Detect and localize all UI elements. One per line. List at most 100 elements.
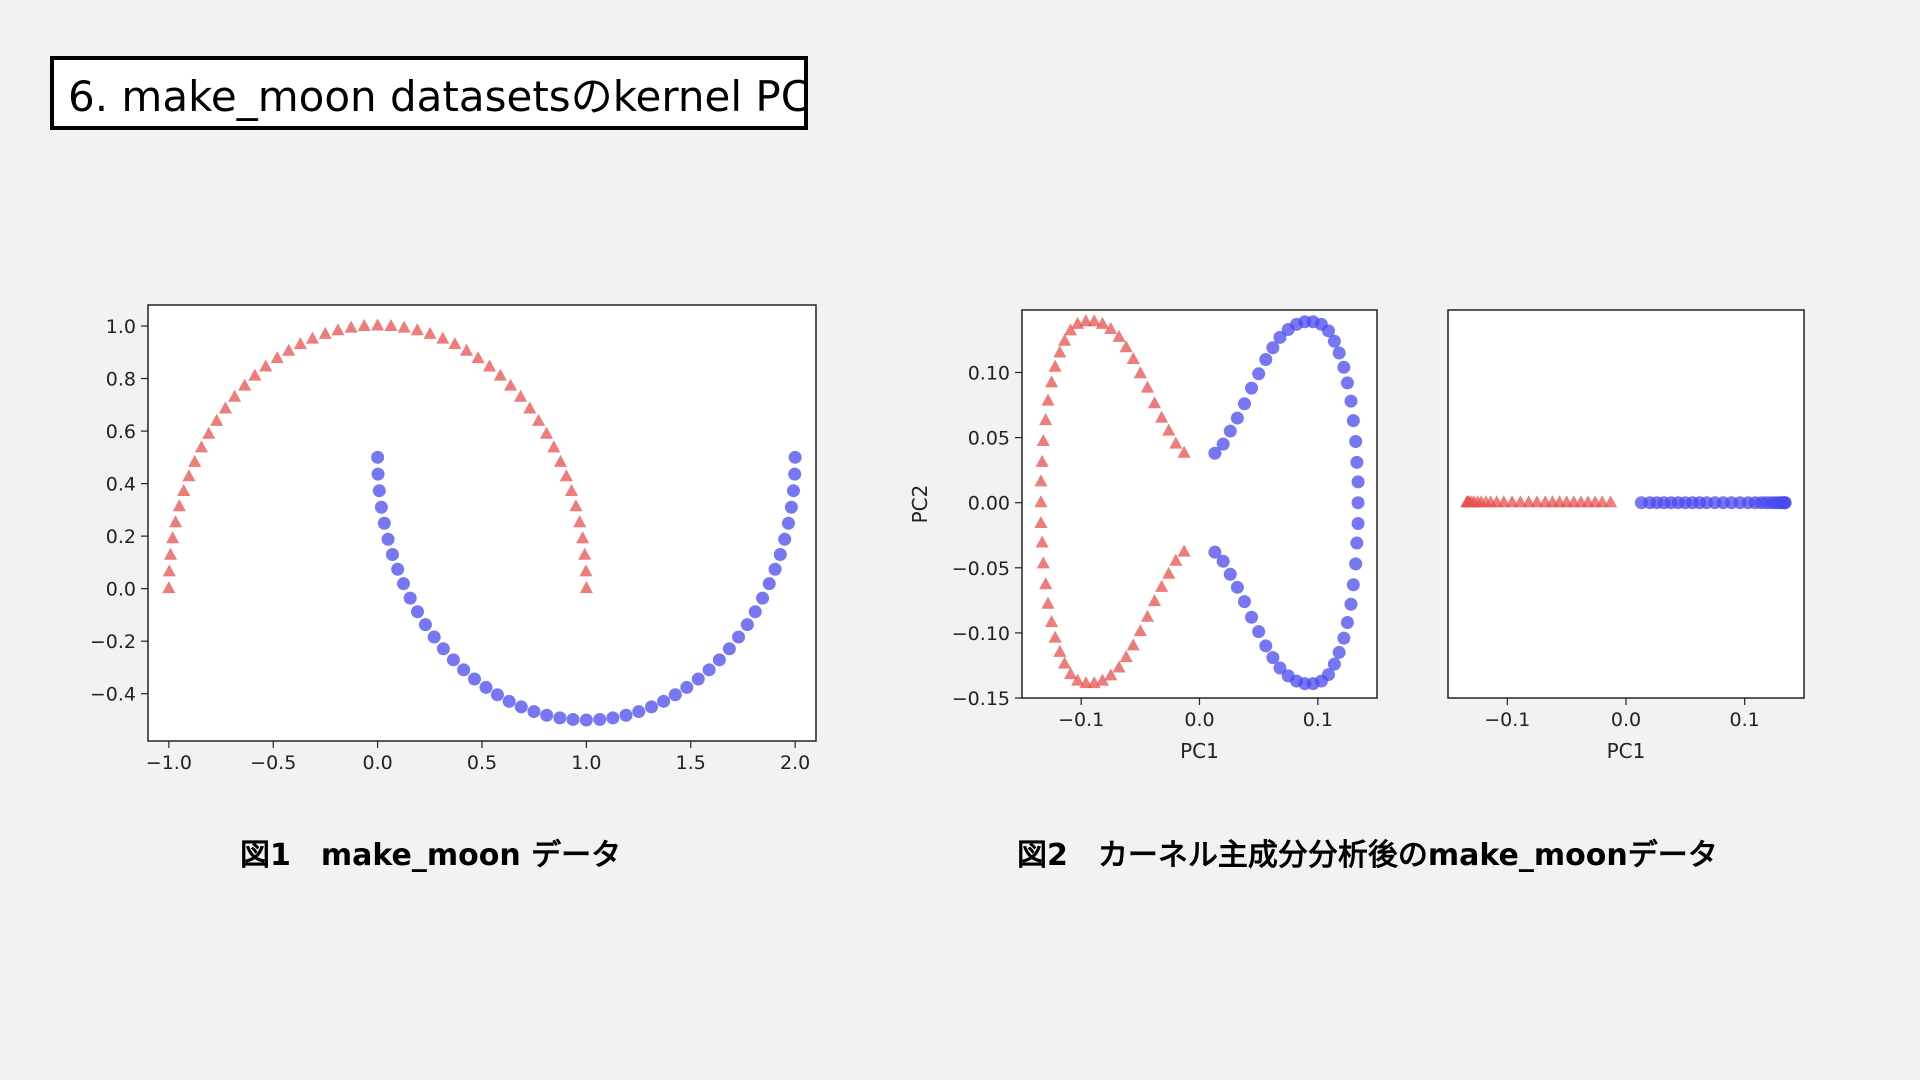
data-point-circle — [1259, 352, 1273, 366]
data-point-circle — [1346, 578, 1360, 592]
data-point-circle — [436, 642, 450, 656]
data-point-triangle — [1522, 495, 1536, 508]
data-point-triangle — [1034, 495, 1048, 508]
data-point-triangle — [579, 581, 593, 594]
data-point-circle — [1223, 567, 1237, 581]
x-tick-label: −1.0 — [146, 752, 192, 774]
data-point-circle — [1351, 475, 1365, 489]
y-tick-label: 0.00 — [968, 493, 1010, 515]
data-point-triangle — [194, 440, 208, 453]
data-point-triangle — [1104, 668, 1118, 681]
data-point-triangle — [436, 331, 450, 344]
data-point-circle — [372, 484, 386, 498]
data-point-circle — [514, 700, 528, 714]
data-point-triangle — [371, 318, 385, 331]
y-tick-label: −0.15 — [952, 688, 1010, 710]
data-point-circle — [418, 618, 432, 632]
data-point-triangle — [1039, 577, 1053, 590]
data-point-circle — [632, 705, 646, 719]
kpca-pc1-plot: −0.1 0.0 0.1 PC1 — [1447, 309, 1805, 763]
data-point-triangle — [397, 320, 411, 333]
x-tick-label: 1.5 — [676, 752, 706, 774]
data-point-triangle — [1053, 345, 1067, 358]
data-point-circle — [1351, 496, 1365, 510]
x-tick-label: 0.0 — [1611, 709, 1641, 731]
data-point-triangle — [1058, 656, 1072, 669]
data-point-triangle — [1119, 340, 1133, 353]
data-point-triangle — [1169, 436, 1183, 449]
data-point-triangle — [169, 515, 183, 528]
y-axis-label: PC2 — [908, 485, 932, 524]
plot-area — [147, 304, 817, 742]
data-point-triangle — [1036, 556, 1050, 569]
data-point-circle — [740, 618, 754, 632]
data-point-triangle — [559, 469, 573, 482]
data-point-circle — [1237, 595, 1251, 609]
data-point-triangle — [1079, 314, 1093, 327]
data-point-triangle — [259, 359, 273, 372]
data-point-triangle — [532, 413, 546, 426]
data-point-circle — [619, 708, 633, 722]
data-point-triangle — [1034, 516, 1048, 529]
y-tick-label: 0.05 — [968, 428, 1010, 450]
data-point-triangle — [579, 564, 593, 577]
data-point-circle — [1340, 615, 1354, 629]
data-point-circle — [680, 680, 694, 694]
data-point-triangle — [1039, 413, 1053, 426]
y-tick-label: −0.2 — [90, 631, 136, 653]
data-point-circle — [502, 694, 516, 708]
data-point-circle — [1216, 554, 1230, 568]
data-point-circle — [606, 711, 620, 725]
data-point-triangle — [1133, 624, 1147, 637]
data-point-triangle — [504, 378, 518, 391]
y-tick-label: 0.2 — [106, 526, 136, 548]
data-point-triangle — [539, 426, 554, 439]
x-axis-label: PC1 — [1607, 739, 1646, 763]
data-point-triangle — [553, 454, 568, 467]
data-point-triangle — [1041, 596, 1055, 609]
data-point-triangle — [1513, 495, 1527, 508]
data-point-circle — [1245, 610, 1259, 624]
data-point-circle — [1350, 536, 1364, 550]
data-point-circle — [1344, 597, 1358, 611]
data-point-triangle — [1505, 495, 1519, 508]
data-point-triangle — [1034, 474, 1048, 487]
data-point-circle — [1230, 411, 1244, 425]
data-point-triangle — [1053, 644, 1067, 657]
data-point-triangle — [1112, 660, 1126, 673]
data-point-circle — [457, 663, 471, 677]
data-point-triangle — [1140, 609, 1154, 622]
class0-series — [1034, 314, 1191, 689]
figure1-caption: 図1 make_moon データ — [240, 838, 622, 873]
x-tick-label: 0.0 — [1184, 709, 1214, 731]
plot-area — [1021, 309, 1378, 699]
x-tick-label: 0.5 — [467, 752, 497, 774]
data-point-circle — [1349, 557, 1363, 571]
x-tick-label: −0.5 — [250, 752, 296, 774]
data-point-triangle — [248, 368, 262, 381]
data-point-circle — [1281, 669, 1295, 683]
data-point-triangle — [569, 499, 583, 512]
x-tick-label: 0.0 — [363, 752, 393, 774]
data-point-circle — [1349, 435, 1363, 449]
y-tick-label: 0.10 — [968, 362, 1010, 384]
data-point-circle — [385, 548, 399, 562]
data-point-circle — [1332, 645, 1346, 659]
data-point-circle — [1259, 639, 1273, 653]
data-point-triangle — [471, 351, 485, 364]
data-point-circle — [778, 532, 792, 546]
data-point-triangle — [410, 323, 424, 336]
y-tick-label: 1.0 — [106, 316, 136, 338]
data-point-triangle — [1530, 495, 1544, 508]
data-point-circle — [540, 708, 554, 722]
data-point-circle — [691, 672, 705, 686]
data-point-circle — [467, 672, 481, 686]
data-point-circle — [784, 500, 798, 514]
data-point-circle — [1223, 424, 1237, 438]
data-point-triangle — [384, 319, 398, 332]
y-tick-label: −0.10 — [952, 623, 1010, 645]
y-tick-label: −0.4 — [90, 684, 136, 706]
slide-title: 6. make_moon datasetsのkernel PCA — [50, 56, 808, 130]
data-point-circle — [781, 516, 795, 530]
data-point-triangle — [1048, 359, 1062, 372]
